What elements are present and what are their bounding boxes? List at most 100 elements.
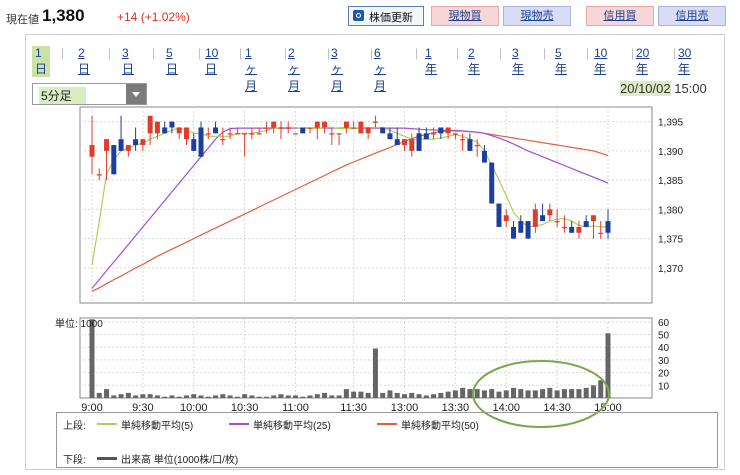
candle-body (191, 139, 197, 151)
candle-body (322, 121, 328, 128)
tab-separator: | (108, 46, 112, 60)
volume-bar (162, 396, 168, 398)
tab-separator: | (456, 46, 460, 60)
candle-body (561, 226, 567, 229)
volume-bar (336, 395, 342, 398)
volume-bar (467, 389, 473, 398)
volume-bar (111, 395, 117, 398)
tab-1m[interactable]: 1ヶ月 (245, 46, 258, 93)
candle-body (162, 127, 168, 134)
volume-bar (496, 391, 502, 398)
candle-body (336, 133, 342, 135)
tab-1y[interactable]: 1年 (425, 46, 438, 76)
legend-ma5-swatch (97, 423, 117, 425)
margin-buy-button[interactable]: 信用買 (586, 6, 654, 26)
tab-20y[interactable]: 20年 (636, 46, 650, 76)
volume-tick-label: 20 (658, 369, 670, 380)
volume-tick-label: 30 (658, 356, 670, 367)
volume-bar (220, 394, 226, 398)
refresh-price-button[interactable]: 株価更新 (348, 6, 424, 26)
volume-bar (598, 380, 604, 398)
candle-body (569, 226, 575, 233)
candle-body (278, 127, 284, 129)
tab-3d[interactable]: 3日 (122, 46, 135, 76)
candle-body (554, 221, 560, 223)
candle-body (409, 139, 415, 151)
candle-body (496, 203, 502, 227)
tab-1d[interactable]: 1日 (32, 46, 50, 77)
candle-body (104, 139, 110, 151)
volume-bar (191, 394, 197, 398)
candle-body (154, 121, 160, 134)
legend-lower-label: 下段: (63, 455, 86, 466)
candle-body (547, 209, 553, 216)
tab-3m[interactable]: 3ヶ月 (331, 46, 344, 93)
time-tick-label: 15:00 (594, 402, 622, 414)
volume-bar (372, 348, 378, 398)
tab-2m[interactable]: 2ヶ月 (288, 46, 301, 93)
candle-body (481, 150, 487, 163)
volume-plot-area (79, 317, 653, 399)
tab-3y[interactable]: 3年 (512, 46, 525, 76)
candle-body (263, 127, 269, 129)
volume-bar (314, 394, 320, 398)
margin-sell-button[interactable]: 信用売 (658, 6, 726, 26)
cash-sell-button[interactable]: 現物売 (503, 6, 571, 26)
legend-volume: 出来高 単位(1000株/口/枚) (121, 455, 239, 466)
candle-body (402, 139, 408, 146)
candle-body (242, 133, 248, 135)
volume-bar (452, 390, 458, 398)
candle-body (416, 133, 422, 151)
volume-bar (423, 395, 429, 398)
candle-body (183, 127, 189, 140)
tab-10d[interactable]: 10日 (205, 46, 219, 76)
tab-6m[interactable]: 6ヶ月 (374, 46, 387, 93)
volume-bar (343, 389, 349, 398)
volume-bar (205, 396, 211, 398)
candle-body (583, 221, 589, 227)
price-tick-label: 1,395 (658, 118, 683, 129)
tab-2d[interactable]: 2日 (78, 46, 91, 76)
candle-body (445, 127, 451, 134)
time-tick-label: 9:00 (81, 402, 102, 414)
volume-bar (511, 387, 517, 398)
volume-tick-label: 40 (658, 343, 670, 354)
tab-separator: | (543, 46, 547, 60)
volume-tick-label: 50 (658, 331, 670, 342)
volume-unit-label: 単位: 1000 (55, 317, 103, 330)
refresh-icon (353, 10, 364, 21)
volume-bar (474, 389, 480, 398)
interval-value: 5分足 (39, 87, 86, 104)
candle-body (343, 121, 349, 128)
volume-bar (96, 392, 102, 398)
candle-body (452, 133, 458, 135)
candle-body (380, 127, 386, 134)
time-tick-label: 10:30 (231, 402, 259, 414)
tab-2y[interactable]: 2年 (468, 46, 481, 76)
time-tick-label: 11:00 (282, 402, 309, 414)
time-tick-label: 10:00 (180, 402, 208, 414)
tab-5y[interactable]: 5年 (555, 46, 568, 76)
time-tick-label: 13:30 (442, 402, 470, 414)
volume-bar (169, 395, 175, 398)
cash-buy-button[interactable]: 現物買 (431, 6, 499, 26)
tab-separator: | (499, 46, 503, 60)
volume-bar (140, 394, 146, 398)
tab-separator: | (415, 46, 419, 60)
tab-5d[interactable]: 5日 (166, 46, 179, 76)
volume-bar (416, 394, 422, 398)
tab-30y[interactable]: 30年 (678, 46, 692, 76)
candle-body (133, 139, 139, 146)
chart-time: 15:00 (674, 81, 707, 96)
volume-bar (394, 392, 400, 398)
volume-bar (569, 389, 575, 398)
volume-bar (358, 391, 364, 398)
candle-body (96, 174, 102, 176)
candle-body (598, 232, 604, 234)
chevron-down-icon[interactable] (126, 84, 146, 104)
tab-10y[interactable]: 10年 (594, 46, 608, 76)
volume-bar (125, 392, 131, 398)
time-tick-label: 13:00 (391, 402, 419, 414)
tab-separator: | (631, 46, 635, 60)
interval-select[interactable]: 5分足 (32, 83, 147, 105)
